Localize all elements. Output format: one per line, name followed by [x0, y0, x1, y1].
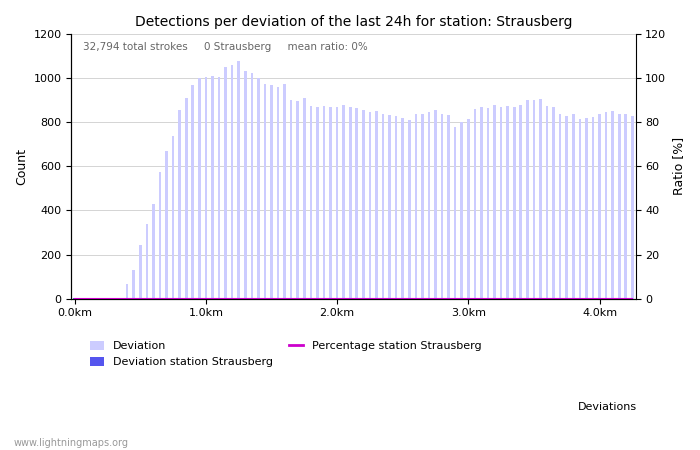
Legend: Deviation, Deviation station Strausberg, Percentage station Strausberg: Deviation, Deviation station Strausberg,… [90, 341, 481, 367]
Bar [264, 84, 266, 298]
Bar [461, 122, 463, 298]
Bar [224, 68, 227, 298]
Bar [218, 77, 220, 298]
Bar [284, 84, 286, 298]
Bar [474, 109, 476, 298]
Bar [566, 116, 568, 298]
Bar [389, 115, 391, 298]
Bar [519, 105, 522, 298]
Bar [631, 116, 634, 298]
Bar [329, 107, 332, 298]
Bar [198, 78, 201, 298]
Bar [178, 110, 181, 298]
Bar [185, 98, 188, 298]
Bar [559, 113, 561, 298]
Bar [303, 98, 306, 298]
Bar [441, 113, 443, 298]
Bar [480, 107, 483, 298]
Bar [309, 106, 312, 298]
Text: 32,794 total strokes     0 Strausberg     mean ratio: 0%: 32,794 total strokes 0 Strausberg mean r… [83, 42, 368, 52]
Bar [585, 118, 588, 298]
Bar [572, 113, 575, 298]
Bar [408, 120, 411, 298]
Bar [296, 102, 299, 298]
Bar [395, 116, 398, 298]
Bar [598, 113, 601, 298]
Bar [192, 85, 194, 298]
Bar [126, 284, 129, 298]
Bar [152, 204, 155, 298]
Y-axis label: Ratio [%]: Ratio [%] [672, 137, 685, 195]
Bar [611, 112, 614, 298]
Y-axis label: Count: Count [15, 148, 28, 185]
Bar [624, 113, 627, 298]
Bar [290, 100, 293, 298]
Bar [342, 105, 345, 298]
Bar [513, 107, 515, 298]
Bar [552, 107, 555, 298]
Bar [486, 108, 489, 298]
Bar [605, 112, 608, 298]
Bar [251, 73, 253, 298]
Bar [349, 107, 351, 298]
Bar [270, 85, 273, 298]
Bar [231, 65, 233, 298]
Bar [382, 113, 384, 298]
Bar [414, 113, 417, 298]
Bar [204, 77, 207, 298]
Title: Detections per deviation of the last 24h for station: Strausberg: Detections per deviation of the last 24h… [134, 15, 573, 29]
Bar [323, 106, 326, 298]
Text: Deviations: Deviations [578, 402, 637, 412]
Bar [237, 61, 240, 298]
Bar [526, 100, 528, 298]
Bar [578, 119, 581, 298]
Bar [336, 107, 338, 298]
Bar [369, 112, 371, 298]
Bar [316, 107, 319, 298]
Bar [362, 110, 365, 298]
Bar [494, 105, 496, 298]
Bar [132, 270, 135, 298]
Bar [539, 99, 542, 298]
Bar [211, 76, 214, 298]
Text: www.lightningmaps.org: www.lightningmaps.org [14, 438, 129, 448]
Bar [244, 71, 246, 298]
Bar [401, 118, 404, 298]
Bar [592, 117, 594, 298]
Bar [447, 115, 450, 298]
Bar [356, 108, 358, 298]
Bar [165, 151, 168, 298]
Bar [375, 112, 378, 298]
Bar [159, 172, 161, 298]
Bar [467, 119, 470, 298]
Bar [506, 106, 509, 298]
Bar [276, 87, 279, 298]
Bar [428, 112, 430, 298]
Bar [454, 127, 456, 298]
Bar [421, 113, 424, 298]
Bar [546, 106, 548, 298]
Bar [618, 113, 620, 298]
Bar [146, 224, 148, 298]
Bar [257, 78, 260, 298]
Bar [434, 110, 437, 298]
Bar [500, 107, 503, 298]
Bar [139, 245, 141, 298]
Bar [172, 135, 174, 298]
Bar [533, 100, 536, 298]
